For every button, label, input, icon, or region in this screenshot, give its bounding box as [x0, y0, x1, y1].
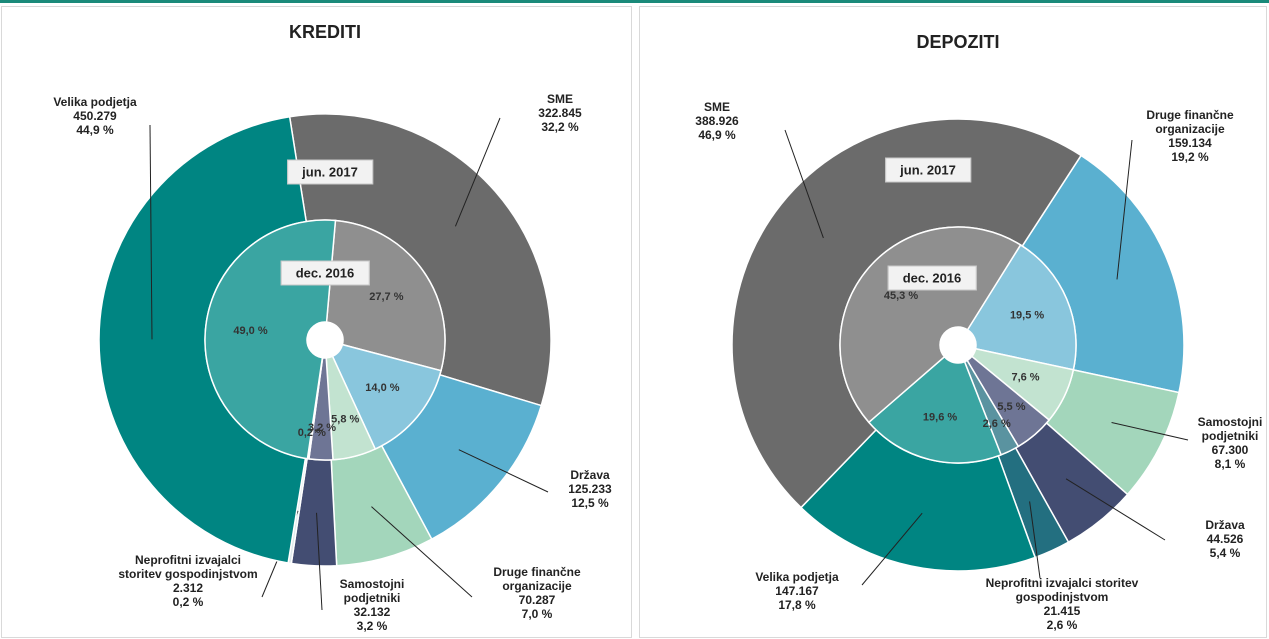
- inner-label: 27,7 %: [369, 291, 403, 303]
- series-label: jun. 2017: [885, 157, 971, 183]
- percent-label: 44,9 %: [76, 123, 114, 137]
- value-label: 32.132: [353, 605, 391, 619]
- percent-label: 8,1 %: [1214, 457, 1246, 471]
- leader-line: [371, 506, 473, 598]
- value-label: 70.287: [518, 593, 556, 607]
- data-label: Samostojni podjetniki 32.132 3,2 %: [327, 577, 417, 633]
- leader-line: [1116, 139, 1133, 280]
- inner-label: 5,8 %: [331, 413, 359, 425]
- data-label: SME 388.926 46,9 %: [682, 100, 752, 142]
- inner-label: 5,5 %: [997, 401, 1025, 413]
- series-label: dec. 2016: [887, 265, 977, 291]
- chart-title: DEPOZITI: [916, 32, 1000, 52]
- category-label: Samostojni podjetniki: [1197, 415, 1263, 443]
- category-label: Druge finančne organizacije: [1146, 108, 1234, 136]
- value-label: 147.167: [775, 584, 819, 598]
- category-label: Neprofitni izvajalci storitev gospodinjs…: [118, 553, 258, 581]
- category-label: SME: [546, 92, 573, 106]
- percent-label: 2,6 %: [1046, 618, 1078, 632]
- center-hole: [940, 327, 976, 363]
- leader-line: [1029, 501, 1041, 579]
- value-label: 21.415: [1043, 604, 1081, 618]
- inner-label: 14,0 %: [365, 382, 399, 394]
- panel: [1, 6, 632, 638]
- value-label: 388.926: [695, 114, 739, 128]
- chart-title: KREDITI: [289, 22, 361, 42]
- leader-line: [784, 129, 824, 239]
- value-label: 44.526: [1206, 532, 1244, 546]
- data-label: Druge finančne organizacije 159.134 19,2 %: [1125, 108, 1255, 164]
- panel: [639, 6, 1267, 638]
- inner-label: 0,2 %: [298, 427, 326, 439]
- category-label: Druge finančne organizacije: [493, 565, 581, 593]
- percent-label: 32,2 %: [541, 120, 579, 134]
- percent-label: 0,2 %: [172, 595, 204, 609]
- inner-label: 7,6 %: [1011, 372, 1039, 384]
- value-label: 159.134: [1168, 136, 1212, 150]
- value-label: 2.312: [172, 581, 204, 595]
- center-hole: [307, 322, 343, 358]
- percent-label: 12,5 %: [571, 496, 609, 510]
- percent-label: 5,4 %: [1209, 546, 1241, 560]
- inner-label: 3,2 %: [308, 422, 336, 434]
- value-label: 125.233: [568, 482, 612, 496]
- percent-label: 17,8 %: [778, 598, 816, 612]
- leader-line: [316, 512, 323, 611]
- data-label: Velika podjetja 147.167 17,8 %: [727, 570, 867, 612]
- category-label: Velika podjetja: [755, 570, 839, 584]
- leader-line: [1111, 421, 1189, 441]
- value-label: 322.845: [538, 106, 582, 120]
- leader-line: [1065, 478, 1166, 541]
- series-label: dec. 2016: [280, 260, 370, 286]
- leader-line: [861, 512, 923, 586]
- top-bar: [0, 0, 1269, 3]
- percent-label: 46,9 %: [698, 128, 736, 142]
- value-label: 67.300: [1211, 443, 1249, 457]
- leader-line: [149, 124, 153, 340]
- data-label: Država 125.233 12,5 %: [550, 468, 630, 510]
- inner-label: 19,6 %: [923, 412, 957, 424]
- category-label: Neprofitni izvajalci storitev gospodinjs…: [985, 576, 1139, 604]
- inner-label: 19,5 %: [1010, 310, 1044, 322]
- leader-line: [454, 117, 501, 227]
- data-label: Država 44.526 5,4 %: [1185, 518, 1265, 560]
- percent-label: 19,2 %: [1171, 150, 1209, 164]
- series-label: jun. 2017: [287, 159, 373, 185]
- leader-line: [458, 449, 549, 493]
- inner-label: 45,3 %: [884, 290, 918, 302]
- data-label: Druge finančne organizacije 70.287 7,0 %: [477, 565, 597, 621]
- category-label: Država: [1205, 518, 1245, 532]
- inner-label: 49,0 %: [233, 325, 267, 337]
- category-label: Država: [570, 468, 610, 482]
- category-label: Samostojni podjetniki: [339, 577, 405, 605]
- percent-label: 3,2 %: [356, 619, 388, 633]
- data-label: SME 322.845 32,2 %: [515, 92, 605, 134]
- data-label: Velika podjetja 450.279 44,9 %: [25, 95, 165, 137]
- data-label: Samostojni podjetniki 67.300 8,1 %: [1185, 415, 1269, 471]
- percent-label: 7,0 %: [521, 607, 553, 621]
- category-label: Velika podjetja: [53, 95, 137, 109]
- category-label: SME: [703, 100, 730, 114]
- inner-label: 2,6 %: [983, 418, 1011, 430]
- data-label: Neprofitni izvajalci storitev gospodinjs…: [113, 553, 263, 609]
- data-label: Neprofitni izvajalci storitev gospodinjs…: [972, 576, 1152, 632]
- value-label: 450.279: [73, 109, 117, 123]
